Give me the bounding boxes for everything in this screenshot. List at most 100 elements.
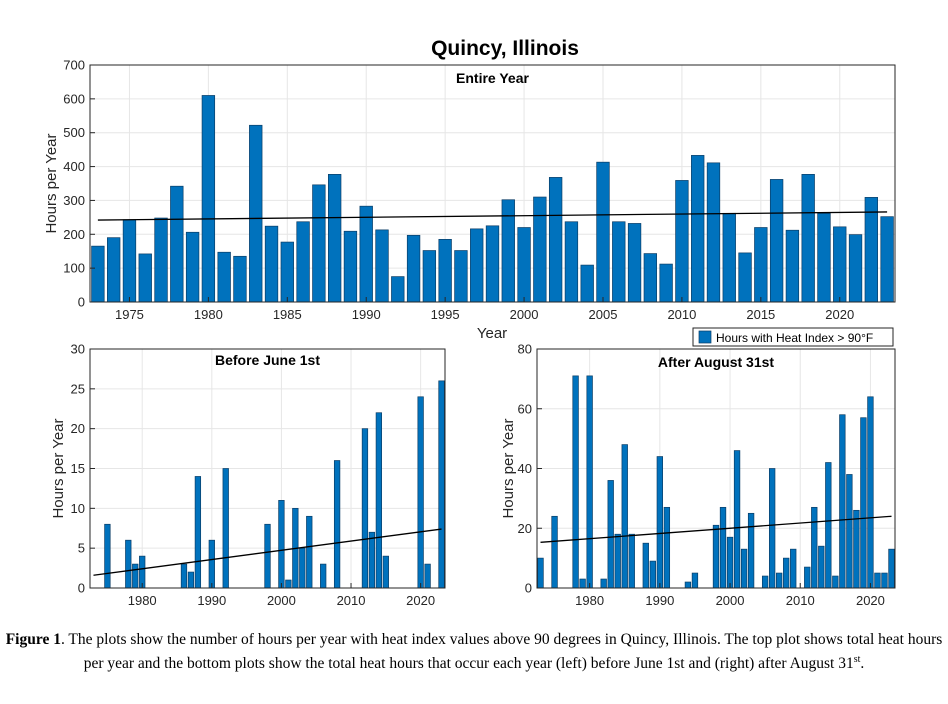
y-tick-label: 0 (525, 581, 532, 596)
bar (586, 375, 593, 589)
bar (125, 539, 132, 589)
bar (880, 216, 894, 303)
bar (454, 250, 468, 303)
y-tick-label: 60 (518, 401, 532, 416)
y-tick-label: 700 (63, 58, 85, 73)
bar (839, 414, 846, 589)
caption-text: . The plots show the number of hours per… (60, 631, 943, 673)
bar (790, 548, 797, 589)
figure: Quincy, Illinois 1975 1980 1985 1990 1995 200… (43, 37, 896, 608)
chart-3: 1980 1990 2000 2010 2020 0 20 40 60 80 After Augus… (500, 342, 896, 608)
y-tick-label: 30 (71, 342, 85, 357)
bar (122, 219, 137, 303)
bar (368, 531, 376, 589)
y-tick-label: 0 (78, 295, 85, 310)
bar (621, 444, 628, 589)
x-tick-label: 2000 (510, 307, 539, 322)
bar (833, 226, 847, 303)
y-tick-label: 300 (63, 193, 85, 208)
bar (391, 276, 405, 303)
bar (249, 124, 263, 303)
x-tick-label: 1990 (197, 593, 226, 608)
bar (551, 515, 558, 589)
x-tick-label: 1980 (194, 307, 223, 322)
x-tick-label: 2010 (337, 593, 366, 608)
bar (579, 578, 586, 589)
bar (185, 231, 200, 303)
x-tick-label: 1990 (645, 593, 674, 608)
x-tick-label: 2000 (267, 593, 296, 608)
y-tick-label: 100 (63, 261, 85, 276)
bar (382, 555, 389, 589)
bar (596, 161, 610, 303)
bar (738, 252, 752, 303)
bar (888, 548, 895, 589)
y-tick-label: 25 (71, 381, 85, 396)
bar (712, 524, 720, 589)
bar (438, 239, 452, 303)
bar (817, 212, 831, 303)
bar (733, 450, 741, 589)
chart-title: Before June 1st (215, 352, 320, 368)
bar (343, 230, 358, 303)
bar (285, 579, 292, 589)
bar (747, 512, 755, 589)
bar (740, 548, 748, 589)
y-tick-label: 600 (63, 91, 85, 106)
y-tick-label: 5 (78, 541, 85, 556)
x-tick-label: 2005 (589, 307, 618, 322)
bar (649, 560, 656, 589)
x-tick-label: 1975 (115, 307, 144, 322)
trend-line (97, 211, 888, 221)
bar (533, 196, 547, 303)
bar (643, 253, 658, 303)
x-tick-label: 1995 (431, 307, 460, 322)
bar (769, 179, 784, 303)
bar (320, 563, 327, 589)
y-tick-label: 20 (71, 421, 85, 436)
chart-2: 1980 1990 2000 2010 2020 0 5 10 15 20 25 30 Before J… (50, 342, 446, 608)
x-tick-label: 2020 (406, 593, 435, 608)
x-tick-label: 2015 (746, 307, 775, 322)
bar (91, 245, 105, 303)
bar (726, 536, 734, 589)
y-tick-label: 200 (63, 227, 85, 242)
bar (864, 197, 878, 303)
trend-line (540, 515, 892, 543)
chart-title: Entire Year (456, 70, 529, 86)
bar (208, 539, 215, 589)
figure-caption: Figure 1. The plots show the number of h… (0, 630, 948, 674)
bar (217, 251, 231, 303)
bar (359, 205, 373, 303)
bar (422, 250, 437, 303)
bar (768, 468, 776, 589)
bar (874, 572, 881, 589)
x-tick-label: 2000 (716, 593, 745, 608)
caption-end: . (860, 655, 865, 673)
bar (801, 174, 815, 303)
bar (860, 417, 867, 589)
bar (663, 506, 671, 589)
legend: Hours with Heat Index > 90°F (692, 327, 894, 347)
y-tick-label: 10 (71, 501, 85, 516)
bar (627, 223, 642, 303)
x-axis-label: Year (477, 325, 507, 342)
bar (501, 199, 515, 303)
bar (327, 174, 342, 303)
bar (264, 225, 279, 303)
bar (485, 225, 500, 303)
bar (180, 563, 188, 589)
bar (406, 234, 421, 303)
y-tick-label: 80 (518, 342, 532, 357)
bar (783, 557, 790, 589)
y-tick-label: 15 (71, 461, 85, 476)
bar (154, 217, 168, 303)
bar (280, 241, 294, 303)
bar (201, 95, 216, 303)
bar (719, 506, 727, 589)
bar (691, 155, 705, 303)
y-tick-label: 20 (518, 521, 532, 536)
bar (278, 500, 285, 589)
bar (675, 180, 689, 303)
bar (804, 566, 811, 589)
